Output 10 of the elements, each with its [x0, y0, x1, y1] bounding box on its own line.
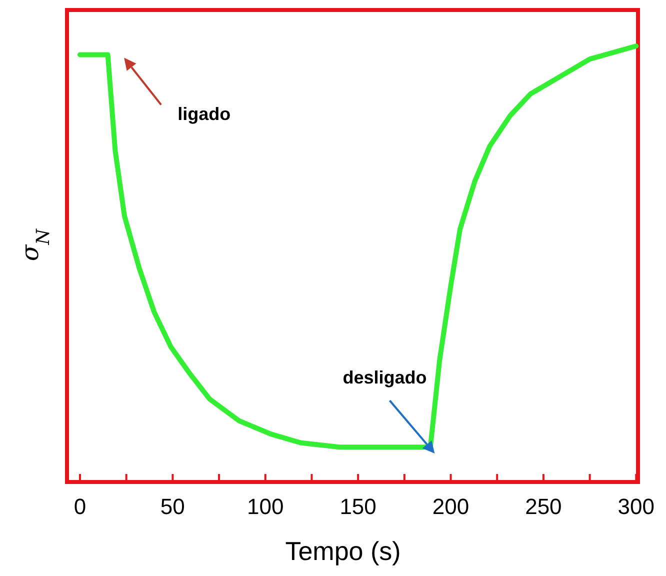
x-tick-label: 200: [432, 494, 470, 519]
x-axis-title: Tempo (s): [285, 536, 401, 566]
x-tick-label: 50: [160, 494, 185, 519]
annotation: ligado: [178, 104, 231, 124]
x-tick-label: 300: [618, 494, 655, 519]
x-tick-label: 250: [525, 494, 562, 519]
x-tick-label: 100: [247, 494, 284, 519]
annotation: desligado: [342, 368, 427, 388]
x-tick-label: 0: [74, 494, 86, 519]
x-tick-label: 150: [340, 494, 376, 519]
